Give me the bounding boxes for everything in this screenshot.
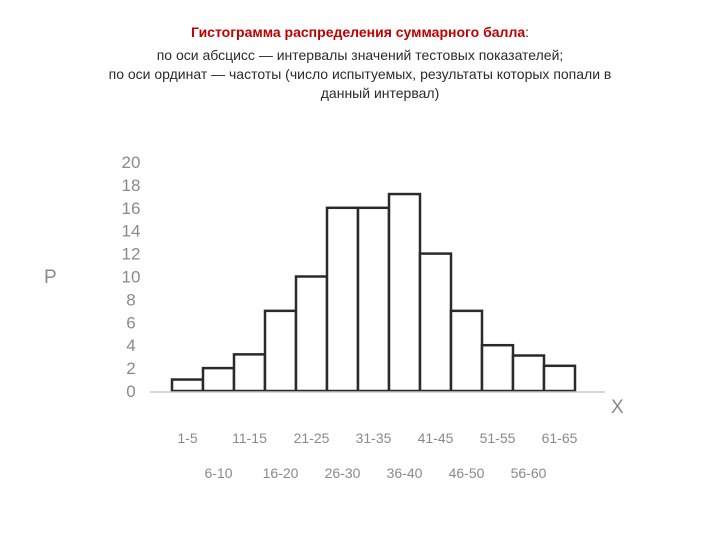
bar-26-30 [325,206,360,393]
bar-6-10 [201,366,236,393]
x-category-label: 61-65 [542,430,578,446]
bar-61-65 [542,364,577,393]
y-tick-label: 8 [126,290,135,309]
x-category-label: 16-20 [263,465,299,481]
y-tick-labels: 0 2 4 6 8 10 12 14 16 18 20 [122,153,141,401]
y-tick-label: 12 [122,245,141,264]
y-tick-label: 2 [126,359,135,378]
x-category-label: 56-60 [511,465,547,481]
x-category-label: 6-10 [204,465,232,481]
bar-36-40 [387,192,422,393]
x-category-label: 1-5 [177,430,197,446]
x-category-label: 11-15 [232,430,267,446]
y-tick-label: 16 [122,199,141,218]
caption-line-3: данный интервал) [320,85,440,101]
bar-56-60 [511,354,546,393]
bar-21-25 [294,275,329,393]
x-category-label: 51-55 [480,430,516,446]
bar-31-35 [356,206,391,393]
bar-11-15 [232,353,267,393]
y-tick-label: 14 [122,222,141,241]
bar-16-20 [263,309,298,393]
y-tick-label: 4 [126,336,135,355]
y-tick-label: 18 [122,176,141,195]
caption-line-2: по оси ординат — частоты (число испытуем… [108,66,612,82]
bar-41-45 [418,252,453,393]
bar-46-50 [449,309,484,393]
x-axis-name: X [611,397,624,418]
y-tick-label: 20 [122,153,141,172]
bar-51-55 [480,343,515,393]
bar-1-5 [170,378,205,393]
caption-line-1: по оси абсцисс — интервалы значений тест… [156,47,564,63]
y-tick-label: 10 [122,268,141,287]
x-category-label: 46-50 [449,465,485,481]
x-category-label: 31-35 [356,430,392,446]
x-category-label: 36-40 [387,465,423,481]
x-category-label: 21-25 [294,430,330,446]
histogram-bars [170,192,577,393]
chart-caption: Гистограмма распределения суммарного бал… [0,22,720,103]
y-tick-label: 0 [126,382,135,401]
x-category-label: 26-30 [325,465,361,481]
x-category-labels: 1-5 6-10 11-15 16-20 21-25 26-30 31-35 36-40 41-… [177,430,577,481]
y-axis-name: P [44,267,57,288]
x-category-label: 41-45 [418,430,454,446]
chart-title: Гистограмма распределения суммарного бал… [190,24,530,40]
y-tick-label: 6 [126,313,135,332]
